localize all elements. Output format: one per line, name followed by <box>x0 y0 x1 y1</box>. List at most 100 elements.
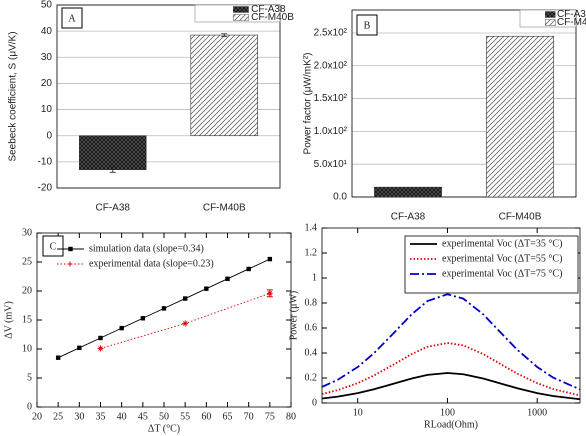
y-tick-label: 2.5x10² <box>314 28 348 39</box>
marker <box>182 296 188 301</box>
x-tick-label: 35 <box>96 411 106 422</box>
x-tick-label: 60 <box>201 411 211 422</box>
plot-frame <box>321 227 581 404</box>
y-tick-label: 50 <box>41 0 53 11</box>
bar <box>374 186 442 198</box>
x-tick-label: 55 <box>180 411 190 422</box>
x-axis-label: ΔT (°C) <box>148 423 180 434</box>
marker <box>77 345 82 351</box>
panel-label-box <box>42 235 64 257</box>
panel-label: A <box>68 13 76 24</box>
legend-swatch <box>545 19 556 26</box>
panel: -20 -10 0 10 20 30 40 50 Seebeck coefficient, S … <box>8 0 295 214</box>
legend-marker <box>67 261 73 267</box>
marker <box>182 320 189 327</box>
y-tick-label: 10 <box>41 104 53 115</box>
y-tick-label: 0.0 <box>333 192 347 203</box>
legend-label: experimental Voc (ΔT=55 °C) <box>442 253 562 264</box>
x-tick-label: 75 <box>265 411 275 422</box>
y-axis-label: Power factor (μW/mK²) <box>303 53 314 155</box>
y-tick-label: 0 <box>46 130 52 141</box>
x-axis-label: RLoad(Ohm) <box>424 419 478 430</box>
marker <box>161 306 167 311</box>
y-axis-label: Seebeck coefficient, S (μV/K) <box>8 31 19 161</box>
y-tick-label: 1.4 <box>305 222 318 233</box>
y-tick-label: 1.2 <box>305 247 318 258</box>
y-tick-label: 0.4 <box>305 347 318 358</box>
y-tick-label: 2.0x10² <box>314 60 348 71</box>
legend-marker <box>68 246 73 252</box>
x-tick-label: 70 <box>244 411 254 422</box>
legend-label: experimental Voc (ΔT=75 °C) <box>442 268 562 279</box>
x-tick-label: 100 <box>440 407 455 418</box>
y-tick-label: 0 <box>312 397 317 408</box>
marker <box>55 355 61 360</box>
x-tick-label: CF-M40B <box>203 203 246 214</box>
plot-frame <box>56 4 281 189</box>
y-tick-label: 20 <box>22 285 32 296</box>
panel-label-box <box>61 7 83 29</box>
y-tick-label: 1.5x10² <box>314 93 348 104</box>
panel: 0 5 10 15 20 25 30 20 25 30 35 40 45 50 55 60 65 70 75 80 ΔV… <box>3 227 296 434</box>
marker <box>225 276 230 282</box>
panel-label: B <box>364 20 371 31</box>
marker <box>119 325 124 331</box>
legend-swatch <box>233 14 249 21</box>
x-tick-label: 25 <box>53 411 63 422</box>
plot-frame <box>36 232 292 408</box>
x-tick-label: CF-M40B <box>499 212 542 223</box>
marker <box>267 256 273 262</box>
y-axis-label: Power (μW) <box>288 291 299 341</box>
y-tick-label: 1.0x10² <box>314 126 348 137</box>
marker <box>97 345 104 352</box>
legend-label: CF-M40B <box>251 12 294 23</box>
y-tick-label: 15 <box>22 314 32 325</box>
x-tick-label: 1000 <box>527 407 547 418</box>
panel-label: C <box>50 241 57 252</box>
marker <box>140 316 146 321</box>
series-line <box>321 342 581 397</box>
x-tick-label: 80 <box>286 411 296 422</box>
panel: 0 0.2 0.4 0.6 0.8 1 1.2 1.4 10 100 1000 Power (μW) R… <box>288 222 581 430</box>
legend-box <box>404 235 579 294</box>
x-tick-label: 50 <box>159 411 169 422</box>
x-tick-label: 65 <box>223 411 233 422</box>
x-tick-label: 30 <box>74 411 84 422</box>
legend-label: experimental Voc (ΔT=35 °C) <box>442 238 562 249</box>
x-tick-label: 45 <box>138 411 148 422</box>
y-tick-label: 1 <box>312 272 317 283</box>
series-line <box>321 293 581 391</box>
marker <box>204 286 209 291</box>
x-tick-label: 20 <box>32 411 42 422</box>
legend-box <box>194 4 281 23</box>
y-tick-label: 5.0x10¹ <box>314 159 348 170</box>
x-tick-label: 40 <box>117 411 127 422</box>
y-tick-label: 5 <box>27 372 32 383</box>
y-tick-label: 20 <box>41 78 53 89</box>
x-tick-label: CF-A38 <box>391 212 426 223</box>
y-tick-label: 25 <box>22 256 32 267</box>
error-bar <box>109 166 116 173</box>
y-axis-label: ΔV (mV) <box>3 301 14 339</box>
legend-label: simulation data (slope=0.34) <box>89 243 204 254</box>
x-tick-label: CF-A38 <box>96 203 131 214</box>
bar <box>79 135 147 170</box>
y-tick-label: 0.8 <box>305 297 318 308</box>
y-tick-label: 0.2 <box>305 372 318 383</box>
y-tick-label: 30 <box>22 227 32 238</box>
marker <box>246 266 251 272</box>
legend-label: CF-A38 <box>557 9 586 20</box>
y-tick-label: 0 <box>27 401 32 412</box>
legend-label: CF-A38 <box>251 4 286 15</box>
plot-frame <box>351 9 577 198</box>
x-tick-label: 10 <box>353 407 363 418</box>
y-tick-label: 30 <box>41 52 53 63</box>
marker <box>266 290 273 297</box>
bar <box>486 35 554 198</box>
legend-label: CF-M40B <box>557 17 586 28</box>
panel: 0.0 5.0x10¹ 1.0x10² 1.5x10² 2.0x10² 2.5x10² Po… <box>303 9 586 223</box>
y-tick-label: 40 <box>41 26 53 37</box>
legend-swatch <box>545 11 556 18</box>
y-tick-label: 0.6 <box>305 322 318 333</box>
legend-box <box>519 9 577 28</box>
